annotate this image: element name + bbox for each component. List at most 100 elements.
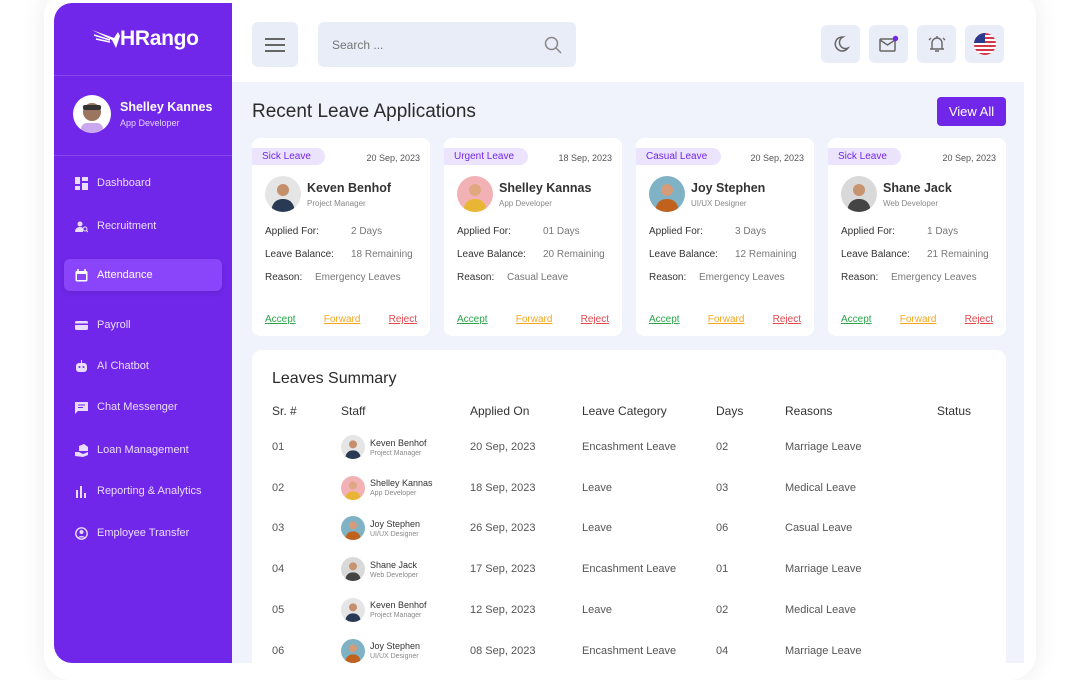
forward-link[interactable]: Forward — [707, 314, 745, 325]
avatar — [341, 597, 365, 622]
dark-mode-button[interactable] — [821, 25, 860, 63]
calendar-icon — [75, 268, 88, 282]
forward-link[interactable]: Forward — [899, 314, 937, 325]
divider — [54, 75, 232, 76]
serial-number: 01 — [272, 441, 285, 453]
sidebar-item-chat-messenger[interactable]: Chat Messenger — [64, 391, 222, 423]
application-date: 18 Sep, 2023 — [558, 153, 612, 163]
reject-link[interactable]: Reject — [388, 314, 417, 325]
serial-number: 02 — [272, 481, 285, 494]
serial-number: 05 — [272, 603, 285, 616]
leave-type-badge: Sick Leave — [252, 148, 325, 165]
applied-for-label: Applied For: — [841, 226, 895, 237]
applied-for-value: 2 Days — [351, 226, 383, 237]
reason: Marriage Leave — [785, 563, 862, 576]
accept-link[interactable]: Accept — [457, 314, 488, 325]
leave-category: Encashment Leave — [582, 563, 677, 576]
avatar — [341, 435, 365, 459]
forward-link[interactable]: Forward — [515, 314, 553, 325]
leave-category: Leave — [582, 603, 612, 616]
leave-balance-value: 21 Remaining — [927, 249, 989, 260]
sidebar-item-reporting-analytics[interactable]: Reporting & Analytics — [64, 475, 222, 507]
forward-link[interactable]: Forward — [323, 314, 361, 325]
column-header[interactable]: Sr. # — [272, 404, 297, 418]
search-input[interactable] — [332, 37, 512, 52]
column-header[interactable]: Leave Category — [582, 404, 667, 418]
staff-name: Keven Benhof — [370, 600, 427, 611]
leave-application-card: Sick Leave 20 Sep, 2023 Keven Benhof Pro… — [252, 138, 430, 336]
applied-for-label: Applied For: — [265, 226, 319, 237]
application-date: 20 Sep, 2023 — [366, 153, 420, 163]
language-button[interactable] — [965, 25, 1004, 63]
table-row[interactable]: 01 Keven Benhof Project Manager 20 Sep, 2… — [252, 427, 1006, 467]
recruitment-icon — [75, 220, 88, 233]
sidebar-item-payroll[interactable]: Payroll — [64, 309, 222, 341]
chat-icon — [75, 401, 88, 414]
sidebar-item-recruitment[interactable]: Recruitment — [64, 210, 222, 242]
reject-link[interactable]: Reject — [580, 314, 609, 325]
mail-button[interactable] — [869, 25, 908, 63]
reject-link[interactable]: Reject — [964, 314, 993, 325]
sidebar-item-label: Recruitment — [97, 220, 157, 232]
table-row[interactable]: 05 Keven Benhof Project Manager 12 Sep, 2… — [252, 590, 1006, 630]
column-header[interactable]: Staff — [341, 404, 366, 418]
avatar — [341, 516, 365, 541]
table-row[interactable]: 03 Joy Stephen UI/UX Designer 26 Sep, 202… — [252, 508, 1006, 548]
applied-for-value: 01 Days — [543, 226, 580, 237]
column-header[interactable]: Status — [937, 404, 972, 418]
user-profile[interactable]: Shelley Kannes App Developer — [73, 95, 212, 133]
sidebar-item-label: Loan Management — [97, 444, 189, 456]
column-header[interactable]: Days — [716, 404, 744, 418]
sidebar-item-ai-chatbot[interactable]: AI Chatbot — [64, 350, 222, 382]
applied-on: 12 Sep, 2023 — [470, 603, 536, 616]
accept-link[interactable]: Accept — [265, 314, 296, 325]
notifications-button[interactable] — [917, 25, 956, 63]
avatar — [341, 475, 365, 500]
user-circle-icon — [75, 526, 88, 540]
table-row[interactable]: 02 Shelley Kannas App Developer 18 Sep, 2… — [252, 468, 1006, 508]
reason-label: Reason: — [265, 272, 303, 283]
reason-value: Emergency Leaves — [315, 272, 401, 283]
section-title: Leaves Summary — [272, 370, 397, 387]
sidebar-item-attendance[interactable]: Attendance — [64, 259, 222, 291]
us-flag-icon — [973, 33, 996, 55]
table-row[interactable]: 04 Shane Jack Web Developer 17 Sep, 2023 … — [252, 549, 1006, 589]
reject-link[interactable]: Reject — [772, 314, 801, 325]
staff-name: Keven Benhof — [370, 437, 427, 448]
applied-for-label: Applied For: — [457, 226, 511, 237]
loan-icon — [75, 443, 88, 457]
accept-link[interactable]: Accept — [649, 314, 680, 325]
sidebar-item-employee-transfer[interactable]: Employee Transfer — [64, 517, 222, 549]
user-role: App Developer — [120, 118, 180, 128]
column-header[interactable]: Applied On — [470, 404, 530, 418]
staff-name: Shane Jack — [370, 559, 418, 570]
employee-role: Project Manager — [307, 199, 366, 208]
search-icon[interactable] — [544, 36, 562, 54]
accept-link[interactable]: Accept — [841, 314, 872, 325]
sidebar-item-label: Employee Transfer — [97, 527, 190, 539]
applied-on: 18 Sep, 2023 — [470, 481, 536, 494]
leave-balance-value: 20 Remaining — [543, 249, 605, 260]
leave-application-card: Sick Leave 20 Sep, 2023 Shane Jack Web D… — [828, 138, 1006, 336]
staff-name: Shelley Kannas — [370, 478, 433, 489]
applied-on: 26 Sep, 2023 — [470, 522, 536, 535]
serial-number: 06 — [272, 644, 285, 657]
application-date: 20 Sep, 2023 — [942, 153, 996, 163]
avatar — [841, 176, 877, 212]
table-row[interactable]: 06 Joy Stephen UI/UX Designer 08 Sep, 202… — [252, 631, 1006, 671]
staff-name: Joy Stephen — [370, 641, 421, 651]
menu-button[interactable] — [252, 22, 298, 67]
reason-label: Reason: — [457, 272, 495, 283]
leave-balance-label: Leave Balance: — [457, 249, 526, 260]
logo[interactable]: HRango — [92, 27, 199, 51]
reason-label: Reason: — [841, 272, 879, 283]
sidebar-item-loan-management[interactable]: Loan Management — [64, 434, 222, 466]
search-box[interactable] — [318, 22, 576, 67]
moon-icon — [834, 36, 850, 52]
column-header[interactable]: Reasons — [785, 404, 833, 418]
dashboard-icon — [75, 176, 88, 190]
days: 02 — [716, 603, 729, 616]
sidebar-item-dashboard[interactable]: Dashboard — [64, 167, 222, 199]
reason-value: Casual Leave — [507, 272, 569, 283]
view-all-button[interactable]: View All — [937, 97, 1006, 126]
